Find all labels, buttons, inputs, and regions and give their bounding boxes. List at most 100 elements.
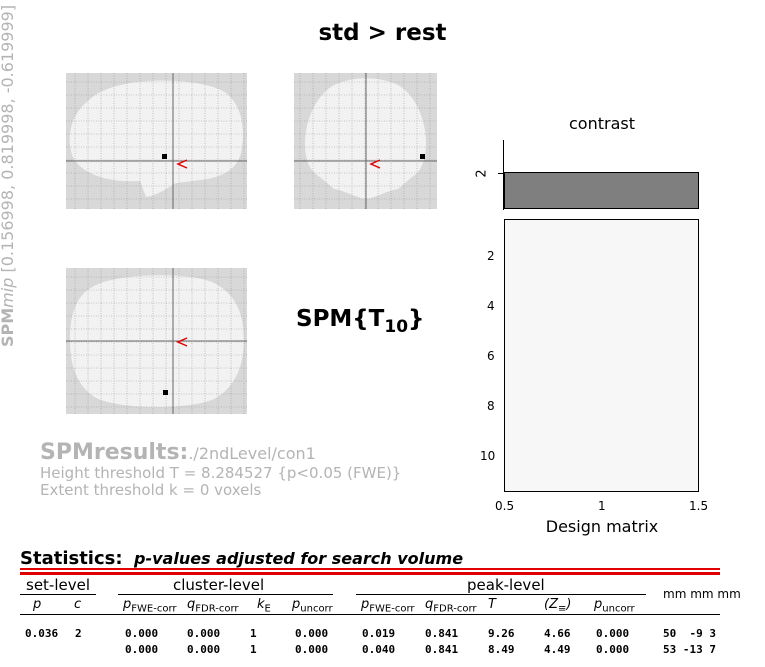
height-threshold: Height threshold T = 8.284527 {p<0.05 (F… — [40, 464, 402, 482]
contrast-y-tick: 2 — [474, 169, 490, 178]
contrast-axis — [503, 140, 504, 210]
col-sub: uncorr — [602, 603, 635, 615]
col-peak-q-fdr: qFDR-corr — [425, 597, 477, 615]
glass-brain-coronal[interactable] — [294, 73, 437, 209]
cell-cluster-p-uncorr: 0.000 — [295, 627, 329, 640]
col-sub: ≡ — [557, 603, 567, 615]
cell-peak-z: 4.66 — [544, 627, 571, 640]
divider-red — [20, 568, 720, 570]
glass-brain-axial[interactable] — [66, 268, 247, 414]
col-peak-p-uncorr: puncorr — [594, 597, 635, 615]
mip-label-prefix: SPM — [0, 307, 17, 347]
results-heading: SPMresults: — [40, 440, 189, 465]
col-label: (Z — [544, 597, 558, 612]
glass-brain-sagittal[interactable] — [66, 73, 247, 209]
activation-voxel — [420, 154, 425, 159]
design-y-tick: 10 — [480, 449, 496, 463]
mip-label-coords: [0.156998, 0.819998, -0.619999] — [0, 4, 17, 273]
contrast-bar[interactable] — [504, 172, 699, 209]
red-chevron-left-icon — [369, 159, 381, 169]
design-matrix[interactable] — [504, 219, 699, 492]
design-matrix-xlabel: Design matrix — [545, 517, 659, 536]
col-sub: FDR-corr — [195, 603, 239, 615]
col-peak-p-fwe: pFWE-corr — [361, 597, 415, 615]
set-level-header: set-level — [26, 576, 91, 594]
cell-cluster-k: 1 — [250, 627, 257, 640]
design-y-tick: 2 — [487, 249, 495, 263]
cell-cluster-p: 0.000 — [125, 643, 159, 656]
design-x-tick: 0.5 — [495, 499, 515, 513]
cell-peak-p: 0.019 — [362, 627, 396, 640]
spm-stat-close: } — [408, 306, 425, 332]
cell-peak-p-uncorr: 0.000 — [596, 627, 630, 640]
col-label: k — [257, 597, 265, 612]
col-cluster-q-fdr: qFDR-corr — [187, 597, 239, 615]
col-set-p: p — [33, 597, 42, 612]
design-x-tick: 1.5 — [689, 499, 709, 513]
cell-peak-q: 0.841 — [425, 627, 459, 640]
table-header-underline — [20, 614, 720, 615]
statistics-subtitle: p-values adjusted for search volume — [134, 549, 464, 568]
results-path: ./2ndLevel/con1 — [188, 444, 316, 463]
figure-title: std > rest — [318, 20, 447, 46]
glass-brain-axial-svg — [66, 268, 247, 414]
spm-stat-df: 10 — [384, 317, 409, 337]
col-label: p — [292, 597, 301, 612]
cell-cluster-q: 0.000 — [187, 627, 221, 640]
cell-set-c: 2 — [75, 627, 82, 640]
col-cluster-k: kE — [257, 597, 271, 615]
cell-peak-p: 0.040 — [362, 643, 396, 656]
mip-label-suffix: mip — [0, 277, 17, 308]
cell-cluster-p: 0.000 — [125, 627, 159, 640]
statistics-heading: Statistics: p-values adjusted for search… — [20, 548, 463, 569]
col-label: q — [187, 597, 196, 612]
contrast-title: contrast — [569, 114, 635, 133]
design-y-tick: 8 — [487, 399, 495, 413]
design-y-tick: 6 — [487, 349, 495, 363]
cell-mm: 53 -13 7 — [663, 643, 716, 656]
col-label: p — [361, 597, 370, 612]
col-sub: FDR-corr — [433, 603, 477, 615]
col-sub: FWE-corr — [131, 603, 177, 615]
spm-statistic-label: SPM{T10} — [296, 306, 424, 337]
extent-threshold: Extent threshold k = 0 voxels — [40, 481, 262, 499]
design-y-tick: 4 — [487, 299, 495, 313]
set-level-underline — [20, 594, 96, 595]
col-label: q — [425, 597, 434, 612]
col-sub: uncorr — [300, 603, 333, 615]
mip-coordinates-label: SPMmip [0.156998, 0.819998, -0.619999] — [0, 5, 22, 347]
mm-header: mm mm mm — [663, 587, 741, 601]
design-x-tick: 1 — [598, 499, 606, 513]
activation-voxel — [163, 390, 168, 395]
col-cluster-p-uncorr: puncorr — [292, 597, 333, 615]
cell-cluster-q: 0.000 — [187, 643, 221, 656]
spm-results-info: SPMresults:./2ndLevel/con1 Height thresh… — [40, 440, 401, 499]
cluster-level-header: cluster-level — [173, 576, 265, 594]
contrast-tick — [498, 173, 503, 174]
peak-level-underline — [356, 594, 646, 595]
col-label: p — [123, 597, 132, 612]
cell-peak-z: 4.49 — [544, 643, 571, 656]
cell-set-p: 0.036 — [25, 627, 59, 640]
statistics-title: Statistics: — [20, 548, 123, 569]
cluster-level-underline — [118, 594, 333, 595]
col-set-c: c — [74, 597, 82, 612]
glass-brain-sagittal-svg — [66, 73, 247, 209]
cell-mm: 50 -9 3 — [663, 627, 716, 640]
spm-stat-base: SPM{T — [296, 306, 385, 332]
col-cluster-p-fwe: pFWE-corr — [123, 597, 177, 615]
col-peak-t: T — [488, 597, 496, 612]
cell-peak-q: 0.841 — [425, 643, 459, 656]
red-chevron-left-icon — [176, 159, 188, 169]
col-sub: FWE-corr — [369, 603, 415, 615]
col-label: ) — [566, 597, 572, 612]
cell-cluster-p-uncorr: 0.000 — [295, 643, 329, 656]
divider-red — [20, 572, 720, 575]
glass-brain-coronal-svg — [294, 73, 437, 209]
cell-cluster-k: 1 — [250, 643, 257, 656]
peak-level-header: peak-level — [467, 576, 545, 594]
col-label: p — [594, 597, 603, 612]
activation-voxel — [162, 154, 167, 159]
cell-peak-p-uncorr: 0.000 — [596, 643, 630, 656]
col-sub: E — [264, 603, 271, 615]
